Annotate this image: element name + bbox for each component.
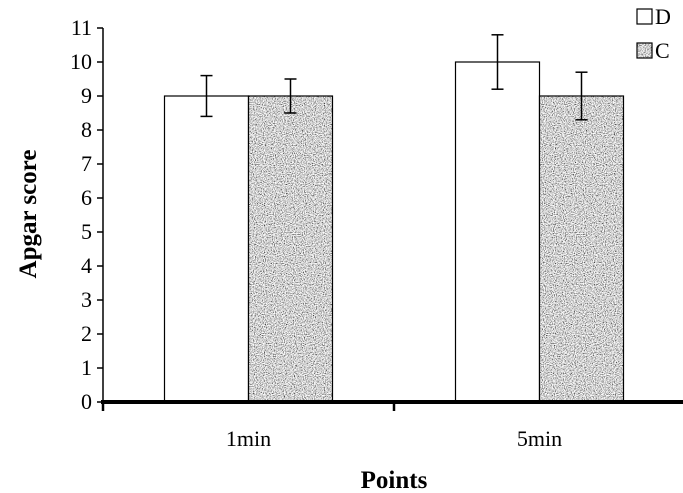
y-tick-label: 7 [81, 151, 92, 176]
y-tick-label: 9 [81, 83, 92, 108]
bar-C-1min [248, 96, 333, 402]
legend: DC [636, 4, 671, 63]
y-tick-label: 11 [71, 15, 92, 40]
legend-swatch-C [637, 43, 652, 58]
bar-D-5min [455, 62, 540, 402]
bar-C-5min [539, 96, 624, 402]
x-ticks-group: 1min 5min [101, 402, 562, 451]
legend-swatch-outline-D [636, 8, 653, 25]
plot-area [163, 34, 625, 403]
y-tick-label: 0 [81, 389, 92, 414]
x-axis-title: Points [361, 467, 428, 493]
y-ticks-group: 0 1 2 3 4 5 6 7 8 9 10 11 [70, 15, 103, 414]
y-tick-label: 6 [81, 185, 92, 210]
legend-swatch-D [637, 9, 652, 24]
x-tick-label: 1min [226, 426, 271, 451]
x-axis: 1min 5min [101, 400, 683, 451]
y-axis-title: Apgar score [15, 150, 42, 279]
legend-label-C: C [655, 38, 670, 63]
y-tick-label: 5 [81, 219, 92, 244]
y-tick-label: 4 [81, 253, 92, 278]
y-tick-label: 2 [81, 321, 92, 346]
error-bars-group [200, 34, 588, 121]
y-tick-label: 8 [81, 117, 92, 142]
legend-label-D: D [655, 4, 671, 29]
y-tick-label: 3 [81, 287, 92, 312]
legend-swatch-outline-C [636, 42, 653, 59]
y-tick-label: 10 [70, 49, 92, 74]
y-axis: 0 1 2 3 4 5 6 7 8 9 10 11 [70, 15, 104, 414]
x-tick-label: 5min [517, 426, 562, 451]
bar-D-1min [164, 96, 249, 402]
bars-group [163, 61, 625, 403]
y-tick-label: 1 [81, 355, 92, 380]
